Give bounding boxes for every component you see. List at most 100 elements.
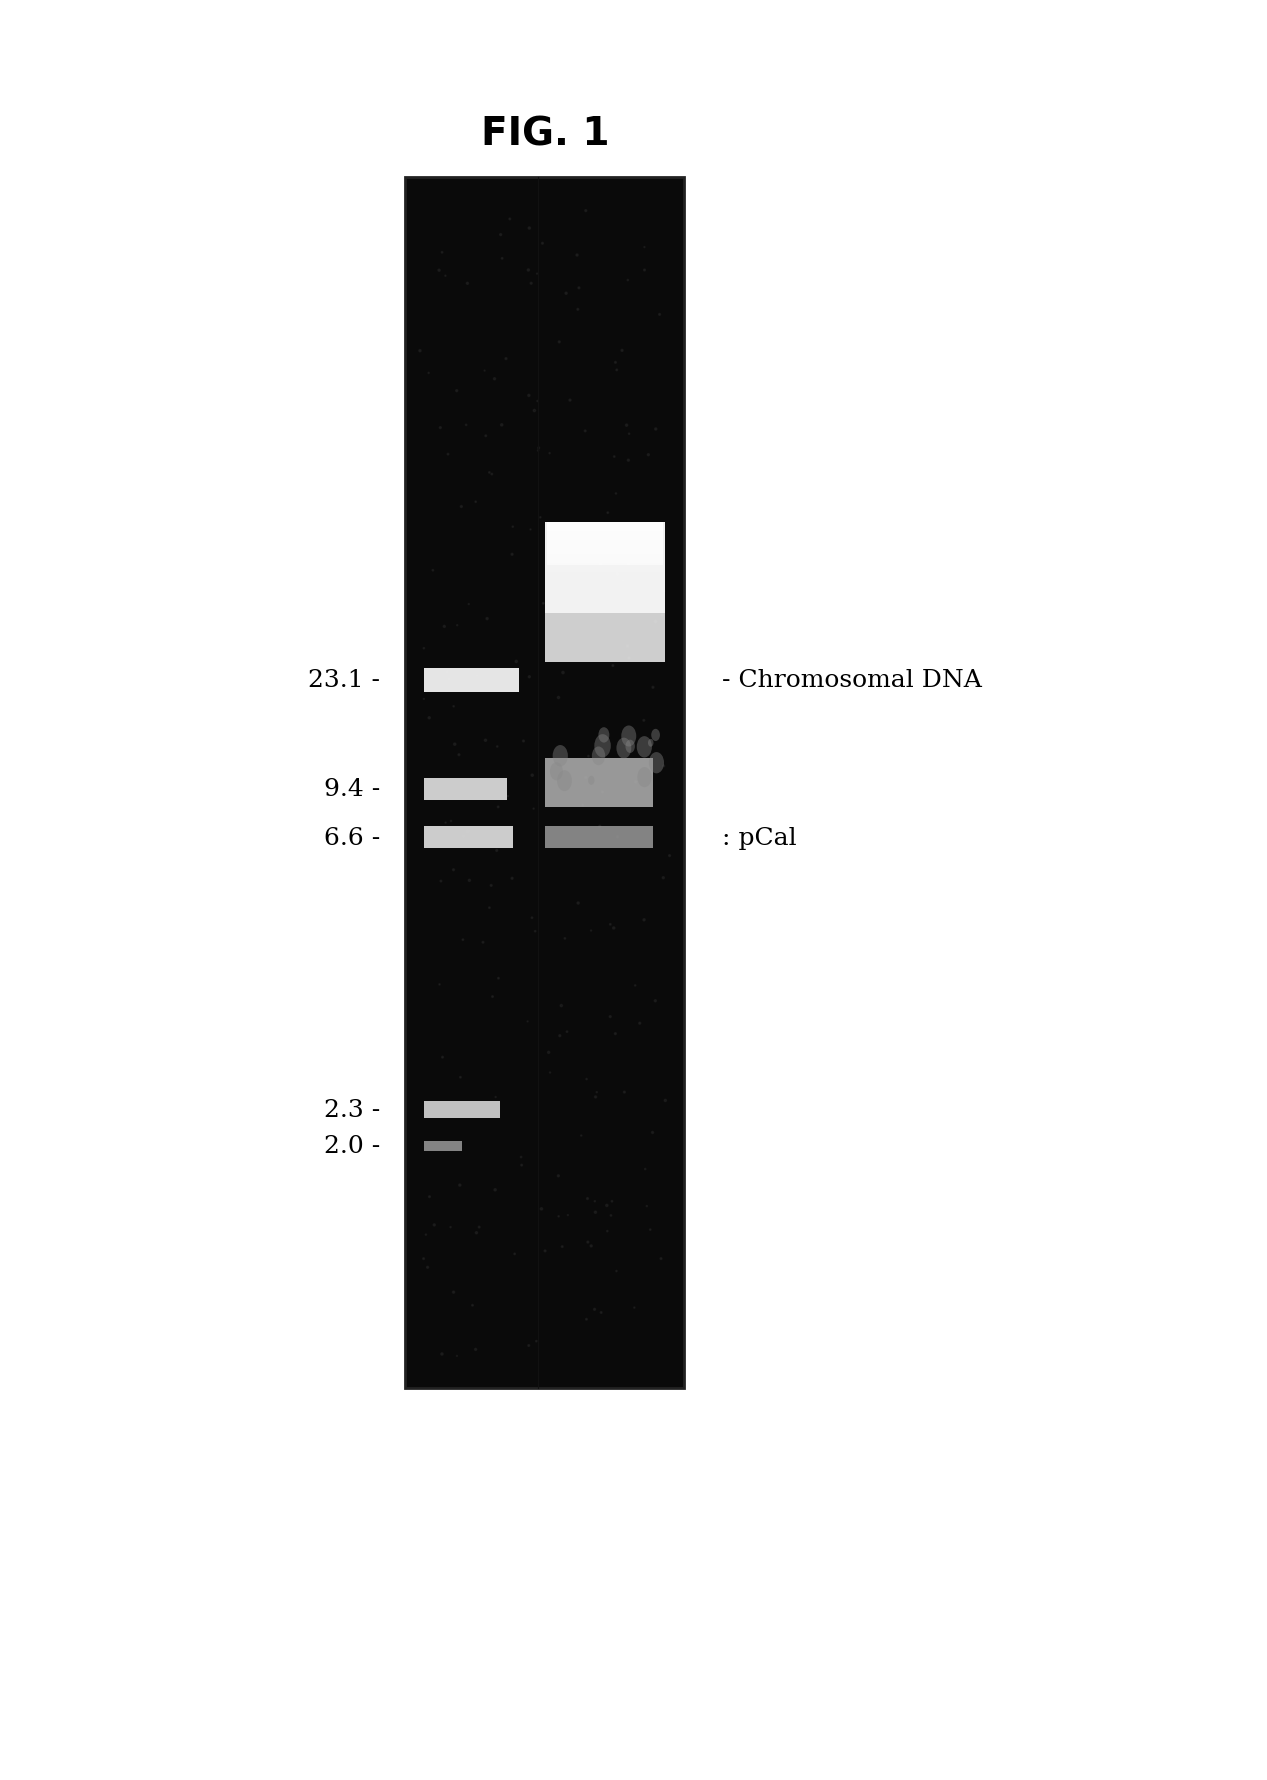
Point — [518, 256, 538, 285]
Point — [419, 1182, 440, 1210]
Circle shape — [651, 730, 660, 742]
Point — [613, 568, 634, 596]
Point — [469, 1214, 489, 1242]
Point — [551, 991, 571, 1020]
Bar — [545, 566, 665, 662]
Point — [549, 1203, 569, 1232]
Point — [602, 1187, 622, 1216]
Point — [651, 602, 672, 630]
Point — [575, 198, 595, 226]
Point — [576, 1064, 597, 1093]
Point — [417, 1253, 437, 1282]
Point — [502, 657, 522, 685]
Circle shape — [557, 771, 571, 792]
Point — [654, 863, 674, 892]
Point — [506, 648, 526, 676]
Point — [512, 1152, 532, 1180]
Point — [634, 906, 654, 934]
Text: 2.0 -: 2.0 - — [324, 1136, 380, 1157]
Bar — [424, 1102, 500, 1118]
Point — [431, 415, 451, 443]
Point — [566, 242, 587, 271]
Point — [518, 1331, 538, 1360]
Point — [584, 1187, 604, 1216]
Point — [519, 215, 540, 244]
Point — [445, 730, 465, 758]
Point — [465, 1335, 485, 1363]
Point — [590, 1298, 611, 1326]
Point — [654, 753, 674, 781]
Point — [490, 221, 511, 249]
Point — [568, 295, 588, 324]
Point — [578, 742, 598, 771]
Point — [555, 539, 575, 568]
Point — [466, 1219, 487, 1248]
Bar — [405, 178, 684, 1388]
Point — [607, 1257, 627, 1285]
Point — [578, 1228, 598, 1257]
Point — [525, 397, 545, 425]
Point — [625, 1294, 645, 1323]
Point — [598, 498, 618, 527]
Point — [436, 262, 456, 290]
Point — [457, 271, 478, 299]
Point — [527, 388, 547, 417]
Point — [438, 441, 459, 470]
Text: : pCal: : pCal — [722, 826, 797, 849]
Point — [556, 279, 576, 308]
Point — [479, 459, 499, 488]
Text: 2.3 -: 2.3 - — [324, 1098, 380, 1121]
Point — [479, 894, 499, 922]
Point — [521, 271, 541, 299]
Bar — [547, 600, 663, 605]
Point — [640, 1216, 660, 1244]
Point — [550, 1022, 570, 1050]
Point — [485, 1084, 506, 1112]
Point — [597, 1191, 617, 1219]
Point — [476, 605, 497, 634]
Point — [437, 659, 457, 687]
Bar — [424, 778, 507, 801]
Point — [654, 578, 674, 607]
Point — [446, 377, 466, 406]
Point — [522, 904, 542, 933]
Point — [443, 1278, 464, 1307]
Point — [449, 740, 469, 769]
Point — [603, 651, 623, 680]
Point — [499, 205, 519, 233]
Point — [557, 1202, 578, 1230]
Circle shape — [598, 728, 609, 744]
Point — [560, 386, 580, 415]
Point — [590, 550, 611, 578]
Point — [642, 1118, 663, 1146]
Bar — [547, 582, 663, 587]
Bar — [547, 555, 663, 559]
Point — [523, 796, 544, 824]
Bar — [545, 826, 653, 849]
Point — [414, 685, 435, 714]
Point — [552, 659, 573, 687]
Point — [606, 349, 626, 377]
Circle shape — [594, 735, 611, 758]
Circle shape — [626, 740, 635, 753]
Point — [519, 664, 540, 692]
Point — [580, 917, 601, 945]
Point — [484, 365, 504, 393]
Point — [587, 1079, 607, 1107]
Point — [527, 260, 547, 288]
Bar — [547, 541, 663, 546]
Circle shape — [647, 739, 654, 748]
Point — [597, 1218, 617, 1246]
Point — [637, 1193, 658, 1221]
Point — [646, 415, 666, 443]
Bar — [547, 591, 663, 596]
Point — [642, 673, 663, 701]
Point — [432, 1340, 452, 1369]
Bar — [547, 596, 663, 600]
Point — [502, 541, 522, 570]
Point — [589, 813, 609, 842]
Point — [535, 1237, 555, 1266]
Point — [549, 328, 569, 356]
Point — [436, 808, 456, 837]
Point — [418, 360, 438, 388]
